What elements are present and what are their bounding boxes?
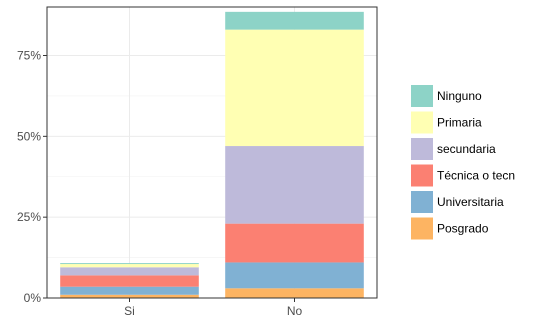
y-tick-label: 0%	[24, 291, 42, 305]
x-tick-label: No	[287, 304, 303, 318]
bars	[46, 6, 378, 299]
y-tick-label: 25%	[17, 210, 41, 224]
bar-no-primaria	[225, 29, 364, 147]
legend-key-4	[411, 191, 433, 213]
legend-key-3	[411, 164, 433, 187]
bar-si-primaria	[60, 264, 199, 268]
bar-no-universitaria	[225, 262, 364, 289]
y-tick-label: 75%	[17, 49, 41, 63]
panel-border	[46, 6, 378, 299]
legend-key-1	[411, 111, 433, 134]
legend-label: Universitaria	[437, 195, 504, 209]
legend-key-5	[411, 217, 433, 240]
bar-no-técnica-o-tecn	[225, 223, 364, 263]
legend-label: Ninguno	[437, 89, 482, 103]
bar-si-posgrado	[60, 294, 199, 298]
x-tick-label: Si	[124, 304, 135, 318]
legend-key-0	[411, 85, 433, 107]
legend-label: secundaria	[437, 142, 496, 156]
legend-label: Posgrado	[437, 222, 489, 236]
y-tick-label: 50%	[17, 129, 41, 143]
axes: 0% 25% 50% 75% Si No	[17, 49, 303, 319]
legend-key-2	[411, 138, 433, 160]
bar-si-universitaria	[60, 286, 199, 295]
legend-label: Técnica o tecn	[437, 169, 515, 183]
bar-si-ninguno	[60, 263, 199, 265]
legend: Ninguno Primaria secundaria Técnica o tecn U…	[411, 85, 515, 240]
bar-no-ninguno	[225, 11, 364, 30]
bar-no-secundaria	[225, 146, 364, 224]
bar-no-posgrado	[225, 288, 364, 298]
bar-si-secundaria	[60, 267, 199, 276]
legend-label: Primaria	[437, 116, 482, 130]
bar-si-técnica-o-tecn	[60, 275, 199, 287]
